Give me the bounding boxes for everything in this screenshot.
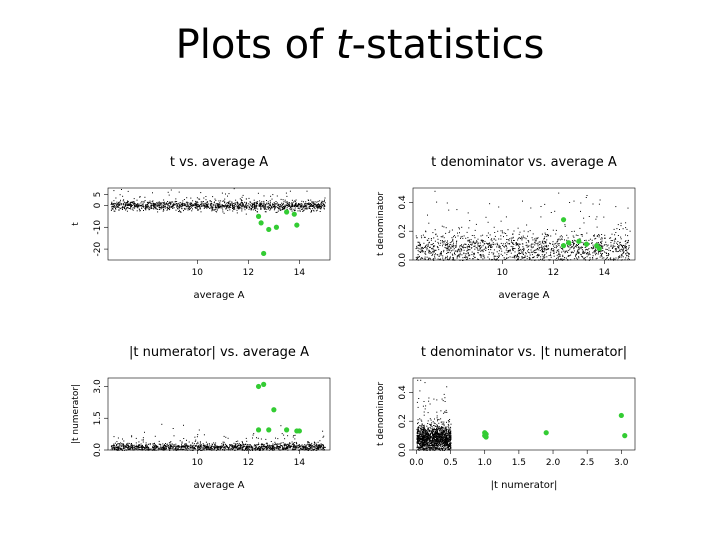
- chart1-highlight-point-0: [560, 217, 567, 223]
- slide-title: Plots of t-statistics: [0, 22, 720, 68]
- chart2-title: |t numerator| vs. average A: [129, 345, 309, 360]
- chart0-ytick-label-2: 0: [93, 202, 103, 208]
- chart3-xtick-label-1: 0.5: [443, 458, 457, 468]
- chart1-ytick-label-2: 0.4: [398, 195, 408, 210]
- chart0-ylabel: t: [71, 222, 81, 226]
- chart1-xtick-label-0: 10: [497, 268, 509, 278]
- chart0-xtick-label-2: 14: [294, 268, 306, 278]
- plot-t-numerator-vs-average-a: |t numerator| vs. average A 10 12 14 0.0 1.5 3…: [71, 345, 331, 491]
- chart0-highlight-point-7: [261, 250, 267, 257]
- chart3-ylabel: t denominator: [376, 382, 386, 446]
- chart0-ytick-label-0: -20: [93, 241, 103, 256]
- chart1-plot-frame: [412, 187, 636, 261]
- chart2-xlabel: average A: [194, 480, 245, 491]
- chart0-highlight-point-0: [255, 213, 262, 219]
- chart2-ytick-label-2: 3.0: [93, 379, 103, 394]
- chart2-background-cloud: [110, 423, 326, 451]
- chart0-ytick-label-3: 5: [93, 192, 103, 198]
- chart2-plot-frame: [107, 377, 331, 451]
- chart0-xlabel: average A: [194, 290, 245, 301]
- chart0-title: t vs. average A: [170, 155, 268, 170]
- chart2-ylabel: |t numerator|: [71, 384, 81, 444]
- chart2-xtick-label-2: 14: [294, 458, 306, 468]
- plot-t-denominator-vs-average-a: t denominator vs. average A 10 12 14 0.0 0.2 0…: [376, 155, 636, 301]
- chart2-highlight-point-3: [266, 427, 272, 433]
- plot-t-vs-average-a: t vs. average A 10 12 14 -20 -10 0 5 average A t: [71, 155, 331, 301]
- chart3-xtick-label-4: 2.0: [546, 458, 561, 468]
- chart2-highlight-point-2: [255, 427, 262, 433]
- chart3-highlight-point-4: [543, 430, 549, 436]
- chart3-xtick-label-5: 2.5: [580, 458, 594, 468]
- chart3-ytick-label-2: 0.4: [398, 385, 408, 400]
- chart1-highlight-point-1: [560, 243, 567, 249]
- chart3-xtick-label-3: 1.5: [512, 458, 526, 468]
- chart2-highlight-point-5: [284, 427, 290, 433]
- chart0-ytick-label-1: -10: [93, 220, 103, 235]
- chart2-ytick-label-0: 0.0: [93, 443, 103, 458]
- plot-t-denominator-vs-t-numerator: t denominator vs. |t numerator| 0.0 0.5 1.0…: [376, 345, 636, 491]
- chart1-ytick-label-0: 0.0: [398, 253, 408, 268]
- chart3-ytick-label-1: 0.2: [398, 414, 408, 428]
- chart0-highlight-point-2: [266, 226, 272, 233]
- chart0-background-cloud: [110, 188, 326, 215]
- chart0-highlight-point-3: [273, 224, 280, 230]
- chart0-highlight-point-4: [284, 209, 290, 215]
- chart1-title: t denominator vs. average A: [431, 155, 617, 170]
- chart3-xtick-label-2: 1.0: [478, 458, 493, 468]
- chart2-xtick-label-0: 10: [192, 458, 204, 468]
- chart2-highlight-point-7: [296, 428, 302, 434]
- chart3-title: t denominator vs. |t numerator|: [421, 345, 627, 360]
- chart2-xtick-label-1: 12: [243, 458, 254, 468]
- chart2-highlight-point-1: [261, 381, 267, 387]
- chart3-plot-frame: [412, 377, 636, 451]
- slide-title-italic-t: t: [335, 22, 352, 68]
- chart0-xtick-label-1: 12: [243, 268, 254, 278]
- chart0-highlight-point-6: [294, 222, 300, 228]
- chart1-xlabel: average A: [499, 290, 550, 301]
- chart1-ytick-label-1: 0.2: [398, 224, 408, 238]
- chart1-highlight-point-2: [566, 240, 572, 246]
- chart1-xtick-label-2: 14: [599, 268, 611, 278]
- chart2-highlight-point-4: [271, 407, 277, 413]
- chart3-xtick-label-6: 3.0: [614, 458, 629, 468]
- chart1-xtick-label-1: 12: [548, 268, 559, 278]
- chart1-ylabel: t denominator: [376, 192, 386, 256]
- chart3-ytick-label-0: 0.0: [398, 443, 408, 458]
- chart3-xtick-label-0: 0.0: [409, 458, 424, 468]
- chart1-highlight-point-3: [576, 238, 582, 244]
- chart3-background-cloud: [416, 379, 452, 451]
- chart3-highlight-point-5: [618, 412, 624, 419]
- chart3-highlight-point-3: [483, 434, 489, 440]
- slide-title-prefix: Plots of: [175, 22, 336, 68]
- chart3-highlight-point-6: [622, 433, 628, 439]
- chart1-highlight-point-6: [596, 245, 602, 252]
- chart2-ytick-label-1: 1.5: [93, 411, 103, 425]
- chart1-highlight-point-4: [583, 241, 590, 247]
- slide-title-suffix: -statistics: [351, 22, 545, 68]
- chart0-xtick-label-0: 10: [192, 268, 204, 278]
- chart0-highlight-point-1: [258, 220, 264, 226]
- chart0-plot-frame: [107, 187, 331, 261]
- chart0-highlight-point-5: [291, 211, 297, 217]
- chart3-xlabel: |t numerator|: [491, 480, 558, 491]
- chart2-highlight-point-0: [255, 383, 262, 390]
